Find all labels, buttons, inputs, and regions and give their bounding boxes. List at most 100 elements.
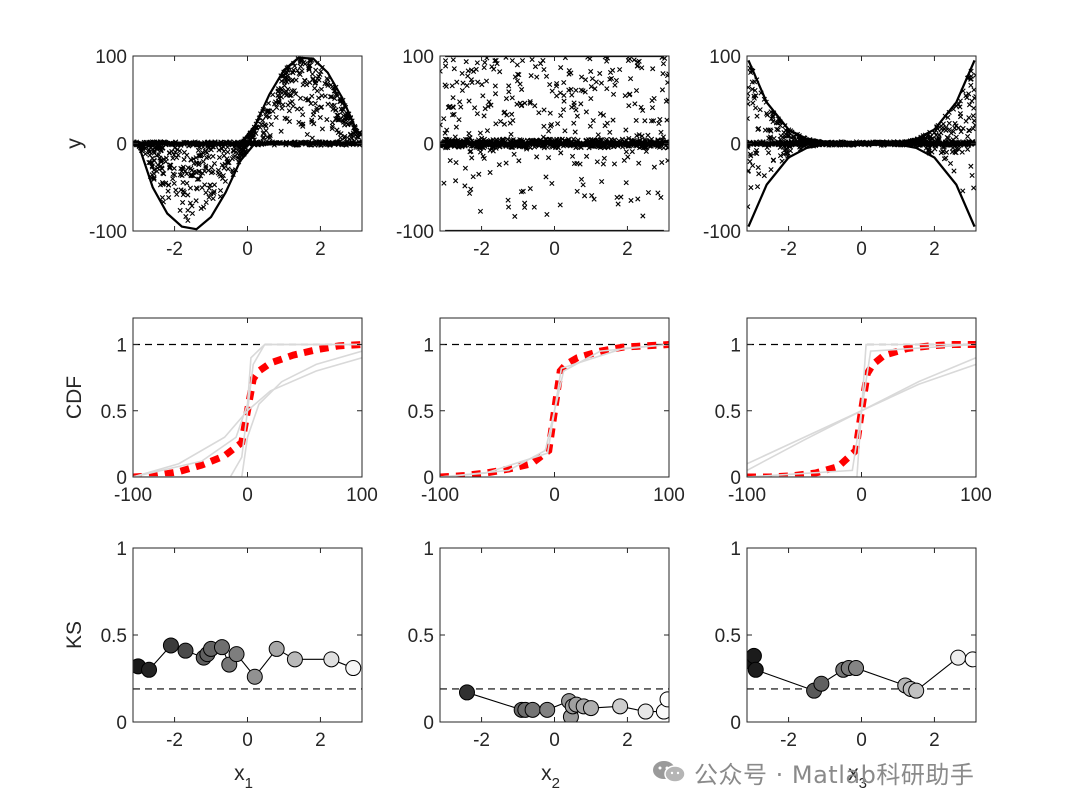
point-marker <box>960 188 966 194</box>
point-marker <box>486 99 492 105</box>
point-marker <box>619 136 625 142</box>
point-marker <box>300 121 306 127</box>
y-tick-label: 0 <box>730 713 741 734</box>
point-marker <box>484 128 491 134</box>
point-marker <box>659 159 665 166</box>
point-marker <box>557 90 563 96</box>
point-marker <box>194 176 200 182</box>
point-marker <box>939 126 945 132</box>
point-marker <box>941 156 948 162</box>
point-marker <box>159 180 166 186</box>
point-marker <box>345 121 351 127</box>
ks-point <box>659 691 669 708</box>
point-marker <box>777 136 783 143</box>
y-tick-label: 0.5 <box>101 626 127 647</box>
point-marker <box>946 120 952 126</box>
point-marker <box>589 193 595 199</box>
point-marker <box>152 145 158 151</box>
plot-area <box>440 56 669 231</box>
point-marker <box>573 87 579 93</box>
point-marker <box>316 95 322 101</box>
point-marker <box>553 83 560 89</box>
y-axis-label: CDF <box>63 376 86 419</box>
point-marker <box>966 127 972 133</box>
point-marker <box>294 106 300 112</box>
point-marker <box>599 178 605 185</box>
point-marker <box>459 87 465 93</box>
point-marker <box>635 63 641 69</box>
point-marker <box>180 192 186 198</box>
plot-area <box>440 341 669 477</box>
plot-area <box>133 56 362 231</box>
point-marker <box>218 173 224 179</box>
point-marker <box>215 167 222 173</box>
x-tick-label: 2 <box>315 730 326 751</box>
point-marker <box>612 82 618 88</box>
point-marker <box>160 181 166 187</box>
ks-point <box>582 700 599 717</box>
point-marker <box>544 211 550 218</box>
point-marker <box>618 194 624 200</box>
y-tick-label: 1 <box>116 336 127 357</box>
point-marker <box>337 135 344 141</box>
point-marker <box>222 161 228 167</box>
point-marker <box>475 79 481 85</box>
point-marker <box>536 110 542 116</box>
point-marker <box>293 77 299 83</box>
point-marker <box>333 107 339 113</box>
point-marker <box>971 95 976 101</box>
point-marker <box>193 155 199 161</box>
point-marker <box>180 164 186 170</box>
point-marker <box>225 149 231 155</box>
series-line-2 <box>440 343 669 477</box>
point-marker <box>173 187 179 193</box>
point-marker <box>944 134 950 141</box>
x-tick-label: 2 <box>929 239 940 260</box>
point-marker <box>558 150 564 156</box>
x-tick-label: 100 <box>960 485 992 506</box>
ks-point <box>813 675 830 692</box>
point-marker <box>582 77 589 83</box>
point-marker <box>516 72 522 78</box>
point-marker <box>151 148 157 154</box>
panel-bottom-left: -2 0 2 0 0.5 1 KS x1 <box>63 539 363 792</box>
point-marker <box>750 163 756 169</box>
point-marker <box>592 86 598 92</box>
point-marker <box>560 107 567 113</box>
point-marker <box>522 204 528 210</box>
point-marker <box>276 100 282 106</box>
point-marker <box>587 123 593 129</box>
point-marker <box>631 57 637 63</box>
y-axis-label: y <box>63 138 86 149</box>
point-marker <box>657 116 663 123</box>
point-marker <box>155 144 162 150</box>
point-marker <box>963 118 969 124</box>
plot-area <box>747 647 976 699</box>
point-marker <box>203 165 209 171</box>
point-marker <box>966 102 973 108</box>
point-marker <box>517 81 523 87</box>
x-tick-label: 0 <box>856 730 867 751</box>
point-marker <box>594 159 600 165</box>
point-marker <box>971 185 976 191</box>
point-marker <box>221 165 227 171</box>
ks-point <box>848 660 865 677</box>
point-marker <box>649 97 655 104</box>
ks-point <box>345 660 362 677</box>
point-marker <box>203 199 209 206</box>
point-marker <box>454 79 460 85</box>
point-marker <box>569 153 576 159</box>
point-marker <box>528 73 534 79</box>
point-marker <box>208 170 215 176</box>
x-tick-label: 0 <box>242 730 253 751</box>
ks-point <box>228 646 245 663</box>
point-marker <box>335 112 341 118</box>
point-marker <box>645 189 652 196</box>
point-marker <box>507 120 513 126</box>
point-marker <box>468 186 474 192</box>
point-marker <box>756 126 762 132</box>
point-marker <box>210 195 216 202</box>
y-tick-label: 100 <box>402 47 434 68</box>
